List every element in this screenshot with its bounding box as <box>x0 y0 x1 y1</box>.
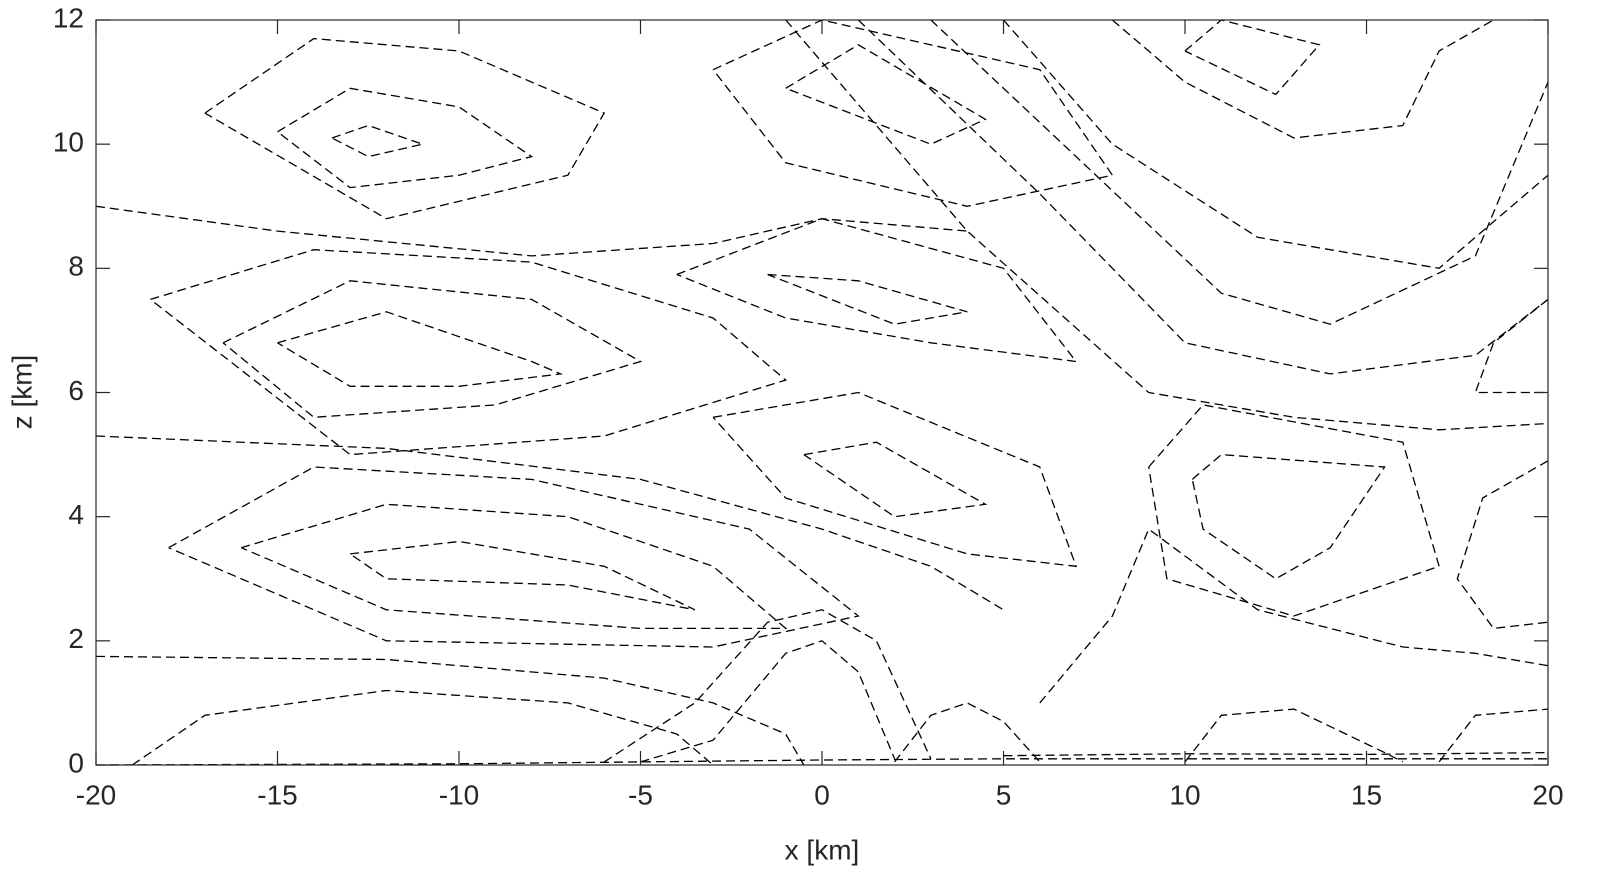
contour-line <box>640 640 896 763</box>
y-axis-label: z [km] <box>6 355 37 430</box>
contour-line <box>277 311 564 387</box>
contour-line <box>603 609 932 763</box>
contour-line <box>95 435 1004 611</box>
contour-line <box>131 689 714 766</box>
x-tick-label: 5 <box>996 779 1012 810</box>
contour-line <box>785 19 1549 431</box>
contour-line <box>1438 708 1549 763</box>
contour-line <box>1148 404 1440 617</box>
contour-line <box>277 87 534 189</box>
contour-line <box>1474 298 1549 394</box>
x-tick-label: 15 <box>1351 779 1382 810</box>
x-tick-label: 20 <box>1532 779 1563 810</box>
y-tick-label: 6 <box>68 375 84 406</box>
contour-line <box>1039 528 1549 704</box>
contour-line <box>857 19 1549 375</box>
x-tick-label: -15 <box>257 779 297 810</box>
contour-line <box>168 466 860 648</box>
contour-line <box>676 218 1078 363</box>
y-tick-label: 2 <box>68 623 84 654</box>
y-tick-label: 8 <box>68 251 84 282</box>
contour-line <box>785 44 987 145</box>
contour-line <box>204 37 606 220</box>
contour-line <box>349 540 696 611</box>
y-tick-label: 10 <box>53 127 84 158</box>
contour-line <box>331 124 426 158</box>
contour-line <box>95 205 968 257</box>
contour-line <box>712 391 1078 568</box>
contour-line <box>222 280 643 418</box>
plot-frame <box>95 19 1549 766</box>
contour-line <box>1456 460 1549 630</box>
x-tick-label: 0 <box>814 779 830 810</box>
contour-line <box>1184 708 1404 763</box>
contour-line <box>1003 19 1549 269</box>
contour-line <box>894 702 1041 763</box>
contour-line <box>240 503 788 630</box>
contour-line <box>1111 19 1494 139</box>
contour-line <box>1191 453 1386 580</box>
contour-line <box>95 655 805 766</box>
x-tick-label: -10 <box>439 779 479 810</box>
y-tick-label: 0 <box>68 747 84 778</box>
contour-line <box>1003 751 1549 757</box>
contour-line <box>930 19 1549 325</box>
contour-line <box>1184 19 1321 96</box>
y-tick-label: 4 <box>68 499 84 530</box>
x-tick-label: -20 <box>76 779 116 810</box>
contour-line <box>712 19 1114 207</box>
contour-line <box>803 441 988 518</box>
contour-line <box>95 758 1548 766</box>
x-tick-label: 10 <box>1169 779 1200 810</box>
contour-line <box>767 273 968 325</box>
x-axis-label: x [km] <box>785 834 860 865</box>
y-tick-label: 12 <box>53 2 84 33</box>
x-tick-label: -5 <box>628 779 653 810</box>
